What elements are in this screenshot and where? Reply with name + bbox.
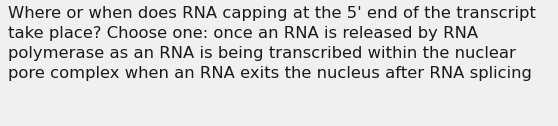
Text: Where or when does RNA capping at the 5' end of the transcript
take place? Choos: Where or when does RNA capping at the 5'… [8,6,536,81]
